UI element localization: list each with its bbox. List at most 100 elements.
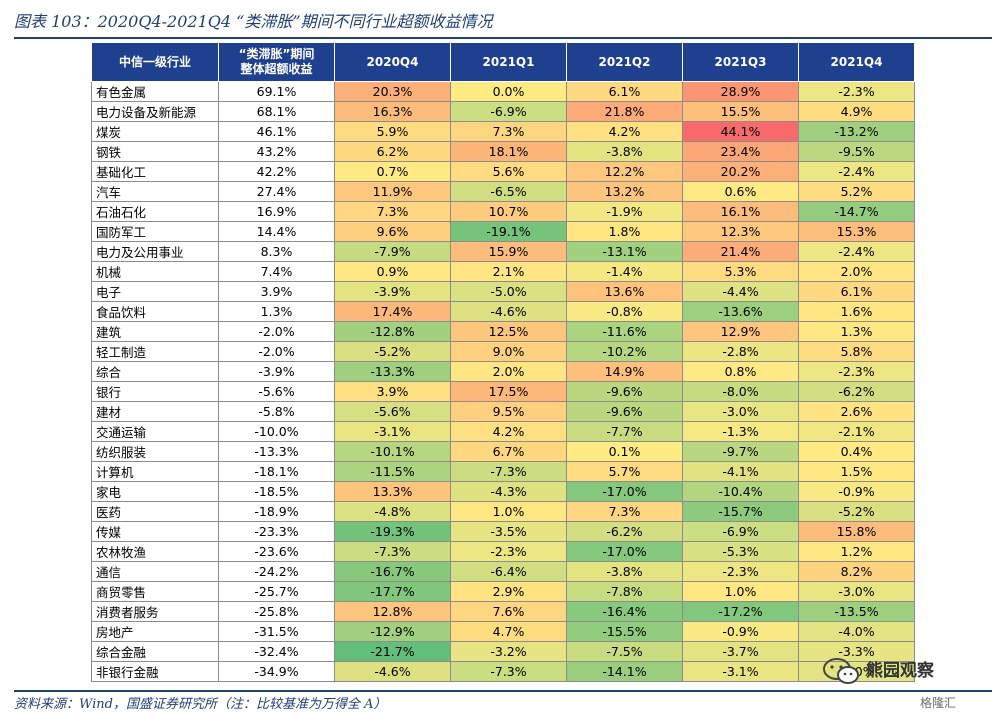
table-row: 房地产 -31.5% -12.9% 4.7% -15.5% -0.9% -4.0% [91, 621, 915, 642]
industry-cell: 综合 [91, 361, 219, 382]
quarter-return-cell-2021q4: 1.6% [798, 301, 915, 322]
table-row: 建筑 -2.0% -12.8% 12.5% -11.6% 12.9% 1.3% [91, 321, 915, 342]
quarter-return-cell-2021q1: 10.7% [450, 201, 567, 222]
total-return-cell: 3.9% [218, 281, 335, 302]
quarter-return-cell-2020q4: -16.7% [334, 561, 451, 582]
table-row: 食品饮料 1.3% 17.4% -4.6% -0.8% -13.6% 1.6% [91, 301, 915, 322]
quarter-return-cell-2021q3: -1.3% [682, 421, 799, 442]
industry-cell: 商贸零售 [91, 581, 219, 602]
total-return-cell: 7.4% [218, 261, 335, 282]
total-return-cell: 14.4% [218, 221, 335, 242]
table-row: 交通运输 -10.0% -3.1% 4.2% -7.7% -1.3% -2.1% [91, 421, 915, 442]
quarter-return-cell-2021q3: 28.9% [682, 81, 799, 102]
figure-title: 图表 103：2020Q4-2021Q4 “类滞胀”期间不同行业超额收益情况 [14, 12, 493, 31]
quarter-return-cell-2021q2: -3.8% [566, 561, 683, 582]
quarter-return-cell-2021q1: 2.0% [450, 361, 567, 382]
industry-cell: 家电 [91, 481, 219, 502]
total-return-cell: -25.8% [218, 601, 335, 622]
quarter-return-cell-2021q1: -7.3% [450, 461, 567, 482]
industry-cell: 食品饮料 [91, 301, 219, 322]
column-header-2021q1: 2021Q1 [450, 42, 567, 82]
table-row: 家电 -18.5% 13.3% -4.3% -17.0% -10.4% -0.9% [91, 481, 915, 502]
total-return-cell: -23.3% [218, 521, 335, 542]
total-return-cell: -13.3% [218, 441, 335, 462]
column-header-industry: 中信一级行业 [91, 42, 219, 82]
table-row: 综合金融 -32.4% -21.7% -3.2% -7.5% -3.7% -3.3% [91, 641, 915, 662]
table-row: 有色金属 69.1% 20.3% 0.0% 6.1% 28.9% -2.3% [91, 81, 915, 102]
quarter-return-cell-2021q1: 17.5% [450, 381, 567, 402]
total-return-cell: -25.7% [218, 581, 335, 602]
total-return-cell: -2.0% [218, 341, 335, 362]
industry-cell: 轻工制造 [91, 341, 219, 362]
quarter-return-cell-2021q3: 20.2% [682, 161, 799, 182]
quarter-return-cell-2021q3: -9.7% [682, 441, 799, 462]
quarter-return-cell-2021q3: -3.7% [682, 641, 799, 662]
total-return-cell: 27.4% [218, 181, 335, 202]
total-return-cell: 42.2% [218, 161, 335, 182]
industry-cell: 综合金融 [91, 641, 219, 662]
quarter-return-cell-2020q4: 0.9% [334, 261, 451, 282]
quarter-return-cell-2020q4: -12.9% [334, 621, 451, 642]
quarter-return-cell-2021q3: 5.3% [682, 261, 799, 282]
quarter-return-cell-2021q1: 6.7% [450, 441, 567, 462]
quarter-return-cell-2021q1: -3.2% [450, 641, 567, 662]
quarter-return-cell-2021q4: -4.0% [798, 621, 915, 642]
quarter-return-cell-2021q2: -7.7% [566, 421, 683, 442]
quarter-return-cell-2021q2: -13.1% [566, 241, 683, 262]
quarter-return-cell-2021q3: 15.5% [682, 101, 799, 122]
quarter-return-cell-2021q4: 4.9% [798, 101, 915, 122]
quarter-return-cell-2021q1: 7.3% [450, 121, 567, 142]
industry-cell: 农林牧渔 [91, 541, 219, 562]
quarter-return-cell-2021q1: 9.0% [450, 341, 567, 362]
quarter-return-cell-2020q4: -17.7% [334, 581, 451, 602]
wechat-bubble-icon [823, 658, 859, 684]
column-header-total: “类滞胀”期间整体超额收益 [218, 42, 335, 82]
table-row: 非银行金融-34.9%-4.6%-7.3%-14.1%-3.1%-4.0% [91, 661, 915, 682]
industry-cell: 传媒 [91, 521, 219, 542]
table-row: 汽车 27.4% 11.9% -6.5% 13.2% 0.6% 5.2% [91, 181, 915, 202]
quarter-return-cell-2021q2: 21.8% [566, 101, 683, 122]
quarter-return-cell-2021q2: 7.3% [566, 501, 683, 522]
industry-cell: 有色金属 [91, 81, 219, 102]
total-return-cell: 46.1% [218, 121, 335, 142]
total-return-cell: -5.6% [218, 381, 335, 402]
quarter-return-cell-2021q2: -9.6% [566, 381, 683, 402]
quarter-return-cell-2020q4: -19.3% [334, 521, 451, 542]
total-return-cell: 43.2% [218, 141, 335, 162]
quarter-return-cell-2021q3: -15.7% [682, 501, 799, 522]
table-row: 综合 -3.9% -13.3% 2.0% 14.9% 0.8% -2.3% [91, 361, 915, 382]
total-return-cell: 68.1% [218, 101, 335, 122]
quarter-return-cell-2021q1: 4.7% [450, 621, 567, 642]
quarter-return-cell-2021q3: -5.3% [682, 541, 799, 562]
total-return-cell: -31.5% [218, 621, 335, 642]
quarter-return-cell-2021q2: 5.7% [566, 461, 683, 482]
total-return-cell: 8.3% [218, 241, 335, 262]
quarter-return-cell-2021q2: -9.6% [566, 401, 683, 422]
quarter-return-cell-2021q2: -14.1% [566, 661, 683, 682]
quarter-return-cell-2021q1: 12.5% [450, 321, 567, 342]
table-row: 电力及公用事业 8.3% -7.9% 15.9% -13.1% 21.4% -2.4% [91, 241, 915, 262]
quarter-return-cell-2021q1: 5.6% [450, 161, 567, 182]
table-row: 纺织服装 -13.3% -10.1% 6.7% 0.1% -9.7% 0.4% [91, 441, 915, 462]
quarter-return-cell-2021q2: -10.2% [566, 341, 683, 362]
quarter-return-cell-2021q3: 0.6% [682, 181, 799, 202]
total-return-cell: -10.0% [218, 421, 335, 442]
quarter-return-cell-2020q4: 3.9% [334, 381, 451, 402]
column-header-2020q4: 2020Q4 [334, 42, 451, 82]
quarter-return-cell-2021q3: -6.9% [682, 521, 799, 542]
quarter-return-cell-2021q2: -7.8% [566, 581, 683, 602]
total-return-cell: -18.9% [218, 501, 335, 522]
quarter-return-cell-2021q3: 12.3% [682, 221, 799, 242]
quarter-return-cell-2021q3: -17.2% [682, 601, 799, 622]
column-header-2021q3: 2021Q3 [682, 42, 799, 82]
quarter-return-cell-2021q4: 0.4% [798, 441, 915, 462]
table-row: 石油石化 16.9% 7.3% 10.7% -1.9% 16.1% -14.7% [91, 201, 915, 222]
quarter-return-cell-2020q4: -11.5% [334, 461, 451, 482]
quarter-return-cell-2021q2: 1.8% [566, 221, 683, 242]
industry-cell: 钢铁 [91, 141, 219, 162]
source-rule [14, 690, 992, 692]
quarter-return-cell-2021q1: 9.5% [450, 401, 567, 422]
industry-cell: 医药 [91, 501, 219, 522]
table-row: 机械 7.4% 0.9% 2.1% -1.4% 5.3% 2.0% [91, 261, 915, 282]
quarter-return-cell-2021q4: -14.7% [798, 201, 915, 222]
